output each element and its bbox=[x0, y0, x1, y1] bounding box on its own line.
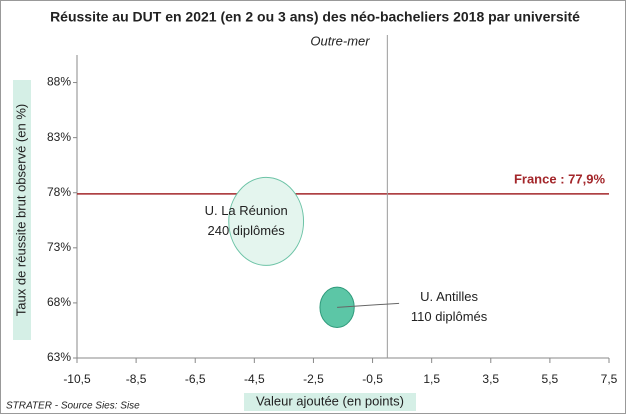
y-axis-label: Taux de réussite brut observé (en %) bbox=[13, 104, 28, 316]
x-tick-label: -4,5 bbox=[244, 372, 265, 386]
bubble bbox=[228, 176, 305, 266]
x-tick-label: 5,5 bbox=[542, 372, 559, 386]
x-axis-label: Valeur ajoutée (en points) bbox=[256, 393, 404, 408]
leader-line bbox=[337, 302, 400, 308]
size-label: 110 diplômés bbox=[411, 309, 488, 324]
y-tick-label: 88% bbox=[47, 75, 71, 89]
size-label: 240 diplômés bbox=[207, 223, 285, 238]
x-tick-label: -10,5 bbox=[63, 372, 91, 386]
y-tick-label: 63% bbox=[47, 350, 71, 364]
source: STRATER - Source Sies: Sise bbox=[6, 401, 140, 412]
y-tick-label: 68% bbox=[47, 295, 71, 309]
y-tick-label: 73% bbox=[47, 240, 71, 254]
x-tick-label: -0,5 bbox=[362, 372, 383, 386]
x-tick-label: 7,5 bbox=[601, 372, 618, 386]
y-tick-label: 83% bbox=[47, 130, 71, 144]
x-tick-label: 1,5 bbox=[423, 372, 440, 386]
x-tick-label: -8,5 bbox=[126, 372, 147, 386]
y-tick-label: 78% bbox=[47, 185, 71, 199]
reference-label: France : 77,9% bbox=[514, 171, 605, 186]
y-label-bg bbox=[13, 80, 31, 340]
bubble bbox=[319, 286, 355, 328]
x-tick-label: -6,5 bbox=[185, 372, 206, 386]
x-label-bg bbox=[244, 393, 416, 411]
chart-subtitle: Outre-mer bbox=[310, 33, 370, 48]
x-tick-label: 3,5 bbox=[482, 372, 499, 386]
point-label: U. Antilles bbox=[420, 289, 478, 304]
point-label: U. La Réunion bbox=[205, 203, 288, 218]
chart-title: Réussite au DUT en 2021 (en 2 ou 3 ans) … bbox=[50, 9, 580, 25]
x-tick-label: -2,5 bbox=[303, 372, 324, 386]
